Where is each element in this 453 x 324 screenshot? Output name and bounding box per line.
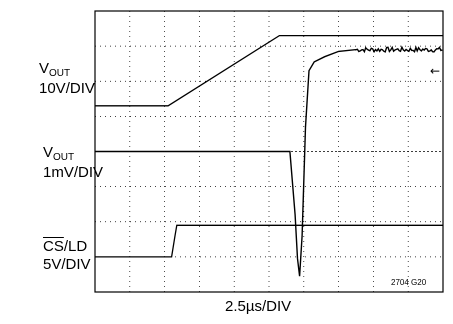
vout-1mv-trace [95,45,443,277]
cs-ld-label: CS/LD 5V/DIV [43,238,91,274]
vout-10v-trace [95,34,443,107]
vout-10v-scale: 10V/DIV [39,80,95,97]
cs-overline-label: CS [43,238,64,255]
vout-1mv-scale: 1mV/DIV [43,164,104,181]
vout-label-sub: OUT [49,68,71,79]
cs-ld-trace [95,224,443,258]
vout-10v-label: VOUT 10V/DIV [39,60,95,98]
figure-id: 2704 G20 [391,278,427,287]
trigger-marker-arrow: ← [430,64,440,78]
cs-ld-scale: 5V/DIV [43,256,91,273]
vout-label-main: V [43,144,54,161]
vout-1mv-label: VOUT 1mV/DIV [43,144,103,182]
x-axis-label: 2.5µs/DIV [225,298,292,315]
vout-label-main: V [39,60,50,77]
vout-label-sub: OUT [53,152,75,163]
cs-ld-label-rest: /LD [63,238,88,255]
